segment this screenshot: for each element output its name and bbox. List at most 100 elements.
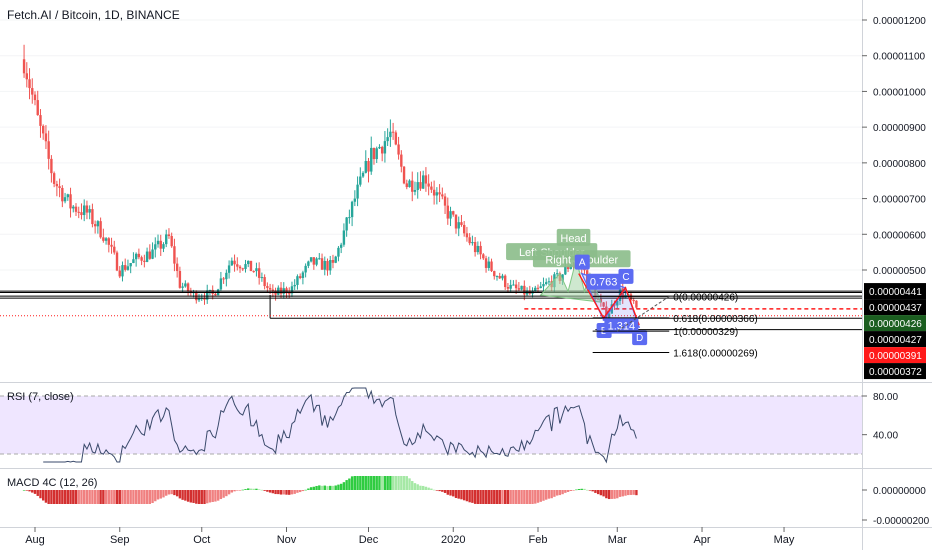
macd-bar [22,490,26,491]
candle-body [47,141,50,159]
macd-bar [501,490,504,504]
candle-body [257,268,261,278]
rsi-line [43,387,637,464]
macd-bar [118,490,121,504]
macd-bar [547,490,551,499]
candle-body [602,302,605,307]
candle-body [339,244,343,248]
candle-body [495,276,499,278]
candle-body [175,263,179,272]
macd-bar [460,490,463,500]
macd-bar [361,476,365,490]
macd-bar [441,490,444,492]
candle-body [345,217,348,231]
candle-body [143,260,146,262]
macd-bar [613,490,616,499]
price-tag-label: 0.00000427 [869,335,922,346]
macd-bar [446,490,449,495]
candle-body [566,266,570,269]
candle-body [438,192,441,195]
candle-body [555,273,559,275]
macd-bar [296,490,299,493]
macd-bar [555,490,559,496]
macd-bar [304,489,307,491]
macd-bar [320,485,324,490]
price-gridlines [0,19,862,271]
macd-bar [367,476,370,490]
macd-bar [397,476,400,490]
macd-bar [129,490,132,504]
macd-bar [222,490,225,498]
price-tags: 0.00000441 0.00000437 0.00000426 0.00000427… [864,283,926,380]
candle-body [247,260,250,265]
candle-body [55,183,59,187]
candle-body [69,194,72,209]
candle-body [408,180,411,188]
macd-bar [348,478,351,490]
macd-bar [167,490,171,495]
candle-body [260,277,264,279]
macd-bar [588,490,592,491]
candle-body [39,115,42,126]
chart-title: Fetch.AI / Bitcoin, 1D, BINANCE [7,8,180,22]
harmonic-point-badge [574,254,590,270]
candle-body [211,289,214,294]
price-axis[interactable]: 0.00001200 0.00001100 0.00001000 0.00000900… [862,16,926,277]
macd-bar [378,476,381,490]
macd-bar [66,490,70,504]
macd-bar [323,485,326,490]
candle-body [137,253,141,258]
macd-bar [247,488,250,490]
macd-bar [263,490,266,491]
candle-body [520,285,523,290]
candle-body [629,294,633,301]
macd-bar [238,490,242,491]
harmonic-point-label: A [579,258,586,269]
price-tick-label: 0.00000600 [873,230,926,241]
macd-bar [539,490,542,502]
macd-bar [162,490,165,498]
macd-bar [514,490,518,504]
macd-bar [102,490,105,504]
macd-bar [200,490,203,504]
candle-body [132,259,135,264]
candle-body [506,287,510,289]
candle-body [189,291,193,293]
macd-bar [454,490,458,498]
macd-bar [74,490,78,504]
candle-body [534,287,537,292]
candle-body [203,297,206,300]
fib-label: 1(0.00000329) [673,327,738,338]
candle-body [356,184,359,199]
macd-bar [610,490,614,499]
candle-body [288,293,291,295]
candle-body [44,133,48,142]
macd-bar [159,490,162,499]
macd-bar [394,476,398,490]
macd-bar [307,488,310,490]
candle-body [31,88,34,95]
candle-body [22,59,26,74]
macd-bar [383,476,387,490]
candle-body [238,266,242,269]
candle-body [124,265,127,270]
macd-bar [203,490,206,504]
macd-bar [572,490,575,491]
candle-body [181,286,184,288]
candle-body [36,100,39,116]
macd-bar [569,490,573,491]
candle-body [93,224,97,227]
macd-bar [411,481,414,490]
candle-body [323,260,326,270]
time-axis[interactable]: Aug Sep Oct Nov Dec 2020 Feb Mar Apr May [25,527,795,546]
candle-body [523,285,526,295]
candle-body [268,287,272,290]
macd-bar [331,485,335,490]
macd-bar [432,489,436,491]
macd-bar [438,490,441,492]
candle-body [482,254,485,259]
candle-body [241,268,244,270]
candle-body [156,240,160,245]
time-tick-label: Oct [193,534,210,546]
